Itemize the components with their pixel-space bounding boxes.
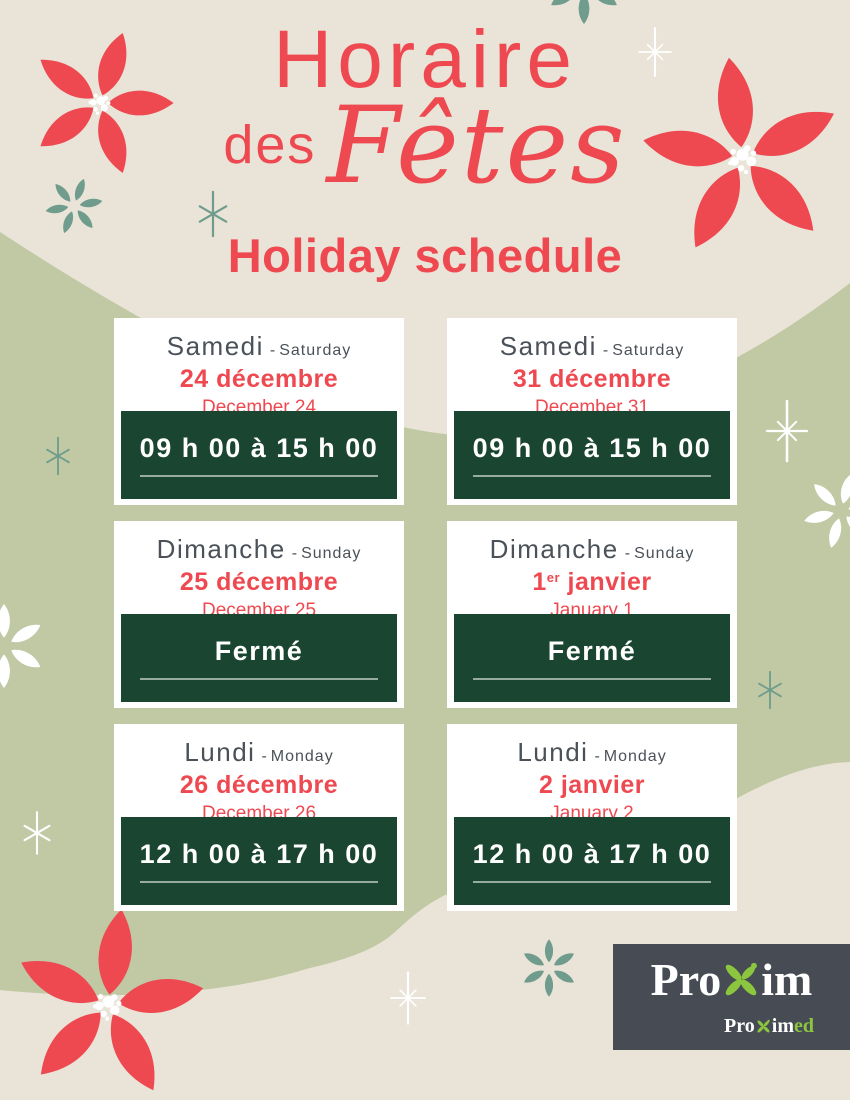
day-separator: - bbox=[602, 342, 609, 359]
hours-panel: 09 h 00 à 15 h 00 bbox=[121, 411, 397, 499]
card-header: Dimanche - Sunday 1er janvier January 1 bbox=[454, 521, 730, 621]
day-label-en: Monday bbox=[270, 748, 334, 765]
card-header: Samedi - Saturday 24 décembre December 24 bbox=[121, 318, 397, 418]
card-header: Lundi - Monday 26 décembre December 26 bbox=[121, 724, 397, 824]
day-separator: - bbox=[261, 748, 267, 765]
day-label-en: Saturday bbox=[279, 342, 352, 359]
hours-text: 12 h 00 à 17 h 00 bbox=[472, 839, 712, 869]
hours-underline bbox=[140, 678, 378, 680]
card-header: Lundi - Monday 2 janvier January 2 bbox=[454, 724, 730, 824]
hours-panel: 12 h 00 à 17 h 00 bbox=[121, 817, 397, 905]
day-label-en: Saturday bbox=[612, 342, 685, 359]
date-fr-sup: er bbox=[546, 570, 561, 585]
day-separator: - bbox=[269, 342, 276, 359]
schedule-card: Lundi - Monday 2 janvier January 2 12 h 00… bbox=[447, 724, 737, 911]
schedule-card: Samedi - Saturday 31 décembre December 31 … bbox=[447, 318, 737, 505]
hours-panel: Fermé bbox=[454, 614, 730, 702]
day-label-fr: Dimanche bbox=[489, 534, 619, 564]
proxim-logo-box: Pro im Pro im ed bbox=[613, 944, 850, 1050]
proxim-wordmark: Pro im bbox=[650, 954, 813, 1005]
day-label-en: Monday bbox=[603, 748, 667, 765]
proxim-x-icon bbox=[757, 1019, 770, 1033]
hours-underline bbox=[473, 475, 711, 477]
day-label-en: Sunday bbox=[301, 545, 362, 562]
hours-text: Fermé bbox=[547, 636, 637, 666]
day-label-fr: Dimanche bbox=[156, 534, 286, 564]
hours-text: 09 h 00 à 15 h 00 bbox=[472, 433, 712, 463]
hours-underline bbox=[140, 475, 378, 477]
date-fr: 26 décembre bbox=[179, 771, 339, 799]
hours-text: Fermé bbox=[214, 636, 304, 666]
day-label-fr: Lundi bbox=[184, 737, 256, 767]
hours-panel: 12 h 00 à 17 h 00 bbox=[454, 817, 730, 905]
hours-underline bbox=[140, 881, 378, 883]
proximed-ed: ed bbox=[794, 1015, 814, 1037]
day-label-fr: Lundi bbox=[517, 737, 589, 767]
day-label-en: Sunday bbox=[634, 545, 695, 562]
schedule-card: Samedi - Saturday 24 décembre December 24 … bbox=[114, 318, 404, 505]
schedule-card: Dimanche - Sunday 1er janvier January 1 Fe… bbox=[447, 521, 737, 708]
title-fetes: Fêtes bbox=[326, 83, 627, 207]
card-header: Samedi - Saturday 31 décembre December 31 bbox=[454, 318, 730, 418]
hours-underline bbox=[473, 678, 711, 680]
date-fr: 31 décembre bbox=[512, 365, 672, 393]
schedule-card: Lundi - Monday 26 décembre December 26 12 … bbox=[114, 724, 404, 911]
day-label-fr: Samedi bbox=[499, 331, 597, 361]
hours-underline bbox=[473, 881, 711, 883]
day-label-fr: Samedi bbox=[166, 331, 264, 361]
proxim-x-icon bbox=[726, 962, 758, 996]
hours-text: 09 h 00 à 15 h 00 bbox=[139, 433, 379, 463]
hours-panel: Fermé bbox=[121, 614, 397, 702]
hours-panel: 09 h 00 à 15 h 00 bbox=[454, 411, 730, 499]
title-des: des bbox=[223, 114, 317, 175]
date-fr: 2 janvier bbox=[539, 771, 645, 799]
date-fr: 1er janvier bbox=[532, 568, 652, 596]
title-block: Horaire des Fêtes Holiday schedule bbox=[0, 18, 850, 283]
schedule-card: Dimanche - Sunday 25 décembre December 25 … bbox=[114, 521, 404, 708]
day-separator: - bbox=[291, 545, 298, 562]
hours-text: 12 h 00 à 17 h 00 bbox=[139, 839, 379, 869]
subtitle-en: Holiday schedule bbox=[227, 228, 623, 282]
proximed-wordmark: Pro im ed bbox=[724, 1015, 814, 1037]
card-header: Dimanche - Sunday 25 décembre December 25 bbox=[121, 521, 397, 621]
date-fr: 24 décembre bbox=[179, 365, 339, 393]
page-title-fr: Horaire bbox=[273, 14, 577, 105]
date-fr: 25 décembre bbox=[179, 568, 339, 596]
day-separator: - bbox=[624, 545, 631, 562]
schedule-grid: Samedi - Saturday 24 décembre December 24 … bbox=[114, 318, 737, 911]
day-separator: - bbox=[594, 748, 600, 765]
